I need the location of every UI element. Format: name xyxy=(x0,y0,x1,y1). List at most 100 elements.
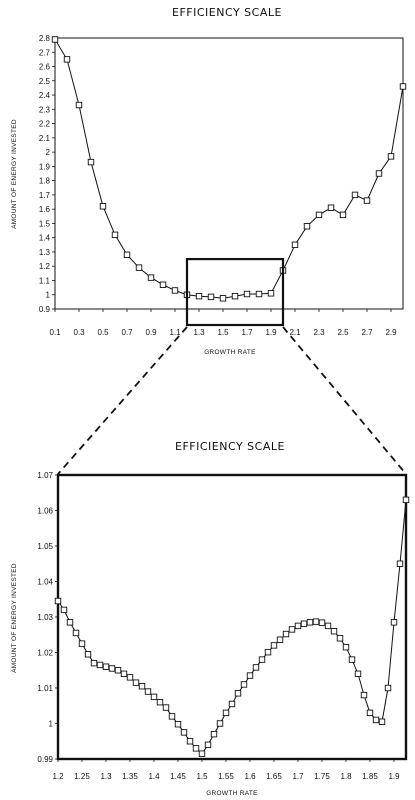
chart-bottom-data-point xyxy=(324,622,332,630)
chart-bottom-data-point xyxy=(378,718,386,725)
chart-top-x-tick-label: 0.3 xyxy=(73,328,85,337)
chart-top-data-point xyxy=(51,36,59,43)
chart-bottom-data-point xyxy=(162,704,170,711)
chart-top-x-tick-label: 2.7 xyxy=(361,328,373,337)
chart-top-y-tick-label: 1.9 xyxy=(39,162,51,171)
chart-bottom-x-ticks: 1.2 1.25 1.3 1.35 1.4 1.45 1.5 1.55 1.6 1.65 1.7 1.… xyxy=(52,759,400,781)
chart-bottom-x-tick-label: 1.8 xyxy=(340,772,352,781)
chart-bottom-data-point xyxy=(132,679,140,686)
chart-bottom-data-point xyxy=(312,618,320,625)
chart-top-data-point xyxy=(171,287,179,294)
chart-top-y-tick-label: 1.4 xyxy=(39,234,51,243)
chart-top-y-tick-label: 1.7 xyxy=(39,191,51,200)
chart-bottom-data-point xyxy=(84,651,92,658)
chart-top-x-tick-label: 2.3 xyxy=(313,328,325,337)
chart-top-data-point xyxy=(267,290,275,297)
chart-top-y-tick-label: 0.9 xyxy=(39,305,51,314)
chart-top: EFFICIENCY SCALE 0.9 1 1.1 1.2 1.3 1.4 1.5 1.6 1… xyxy=(11,6,407,356)
chart-bottom-data-point xyxy=(264,648,272,656)
chart-top-y-tick-label: 2.3 xyxy=(39,105,51,114)
chart-bottom-data-point xyxy=(402,496,410,504)
chart-top-data-point xyxy=(87,158,95,166)
chart-bottom-data-point xyxy=(258,656,266,663)
chart-bottom-y-ticks: 0.99 1 1.01 1.02 1.03 1.04 1.05 1.06 1.07 xyxy=(37,471,58,764)
zoom-box xyxy=(185,257,285,327)
chart-bottom-x-tick-label: 1.6 xyxy=(244,772,256,781)
chart-bottom-x-tick-label: 1.4 xyxy=(148,772,160,781)
chart-top-data-point xyxy=(135,264,143,271)
chart-bottom-data-point xyxy=(354,670,362,677)
chart-bottom-data-point xyxy=(222,709,230,717)
chart-top-title: EFFICIENCY SCALE xyxy=(172,6,282,19)
chart-bottom-data-point xyxy=(108,665,116,672)
chart-bottom-y-tick-label: 1.04 xyxy=(37,578,53,587)
chart-bottom-x-tick-label: 1.85 xyxy=(362,772,378,781)
chart-bottom-y-label: AMOUNT OF ENERGY INVESTED xyxy=(11,563,18,673)
chart-top-data-point xyxy=(219,295,227,302)
chart-bottom-y-tick-label: 1 xyxy=(49,720,54,729)
chart-top-y-tick-label: 1 xyxy=(46,291,51,300)
chart-bottom-data-point xyxy=(342,643,350,651)
chart-top-x-tick-label: 1.1 xyxy=(169,328,181,337)
chart-top-y-tick-label: 2.8 xyxy=(39,34,51,43)
chart-bottom: EFFICIENCY SCALE 0.99 1 1.01 1.02 1.03 1.04 1.… xyxy=(11,440,410,797)
chart-bottom-series xyxy=(54,496,410,757)
chart-top-data-point xyxy=(303,223,311,230)
chart-bottom-data-point xyxy=(78,640,86,647)
chart-bottom-data-point xyxy=(54,597,62,605)
chart-bottom-data-point xyxy=(270,642,278,649)
chart-top-data-point xyxy=(375,170,383,177)
chart-bottom-series-line xyxy=(57,499,407,755)
chart-top-data-point xyxy=(255,290,263,298)
chart-top-y-tick-label: 2 xyxy=(46,148,51,157)
chart-top-y-tick-label: 1.6 xyxy=(39,205,51,214)
chart-bottom-data-point xyxy=(180,729,188,736)
chart-bottom-x-tick-label: 1.65 xyxy=(266,772,282,781)
chart-top-data-point xyxy=(147,274,155,281)
chart-bottom-data-point xyxy=(228,700,236,708)
chart-top-data-point xyxy=(399,83,407,90)
chart-top-x-tick-label: 0.5 xyxy=(97,328,109,337)
chart-top-data-point xyxy=(159,281,167,288)
chart-bottom-data-point xyxy=(186,738,194,745)
chart-bottom-data-point xyxy=(330,628,338,635)
chart-top-data-point xyxy=(327,204,335,211)
chart-bottom-data-point xyxy=(234,690,242,697)
chart-bottom-x-tick-label: 1.75 xyxy=(314,772,330,781)
chart-bottom-data-point xyxy=(156,699,164,706)
chart-bottom-data-point xyxy=(192,745,200,752)
chart-bottom-y-tick-label: 1.01 xyxy=(37,684,53,693)
chart-bottom-data-point xyxy=(396,560,404,567)
chart-top-data-point xyxy=(99,203,107,210)
chart-top-y-tick-label: 2.4 xyxy=(39,91,51,100)
zoom-connector-left xyxy=(57,326,188,475)
chart-top-data-point xyxy=(363,197,371,204)
chart-top-x-tick-label: 2.1 xyxy=(289,328,301,337)
chart-bottom-data-point xyxy=(288,626,296,633)
chart-bottom-x-tick-label: 1.35 xyxy=(122,772,138,781)
chart-top-y-tick-label: 1.1 xyxy=(39,276,51,285)
chart-bottom-data-point xyxy=(360,691,368,699)
chart-bottom-data-point xyxy=(240,681,248,688)
chart-top-data-point xyxy=(75,101,83,109)
chart-bottom-x-tick-label: 1.45 xyxy=(170,772,186,781)
chart-top-data-point xyxy=(243,290,251,298)
chart-bottom-y-tick-label: 1.07 xyxy=(37,471,53,480)
chart-bottom-data-point xyxy=(216,720,224,727)
chart-bottom-data-point xyxy=(126,674,134,681)
chart-top-x-tick-label: 2.9 xyxy=(385,328,397,337)
chart-bottom-y-tick-label: 1.05 xyxy=(37,542,53,551)
chart-top-x-label: GROWTH RATE xyxy=(204,349,256,356)
chart-bottom-data-point xyxy=(168,713,176,720)
chart-bottom-data-point xyxy=(96,661,104,669)
chart-bottom-y-tick-label: 0.99 xyxy=(37,755,53,764)
chart-bottom-data-point xyxy=(90,659,98,667)
chart-top-x-tick-label: 0.1 xyxy=(49,328,61,337)
chart-top-x-tick-label: 1.7 xyxy=(241,328,253,337)
chart-bottom-data-point xyxy=(210,730,218,738)
chart-bottom-x-tick-label: 1.9 xyxy=(388,772,400,781)
chart-top-y-label: AMOUNT OF ENERGY INVESTED xyxy=(11,119,18,229)
chart-bottom-data-point xyxy=(390,619,398,626)
chart-top-data-point xyxy=(123,251,131,259)
